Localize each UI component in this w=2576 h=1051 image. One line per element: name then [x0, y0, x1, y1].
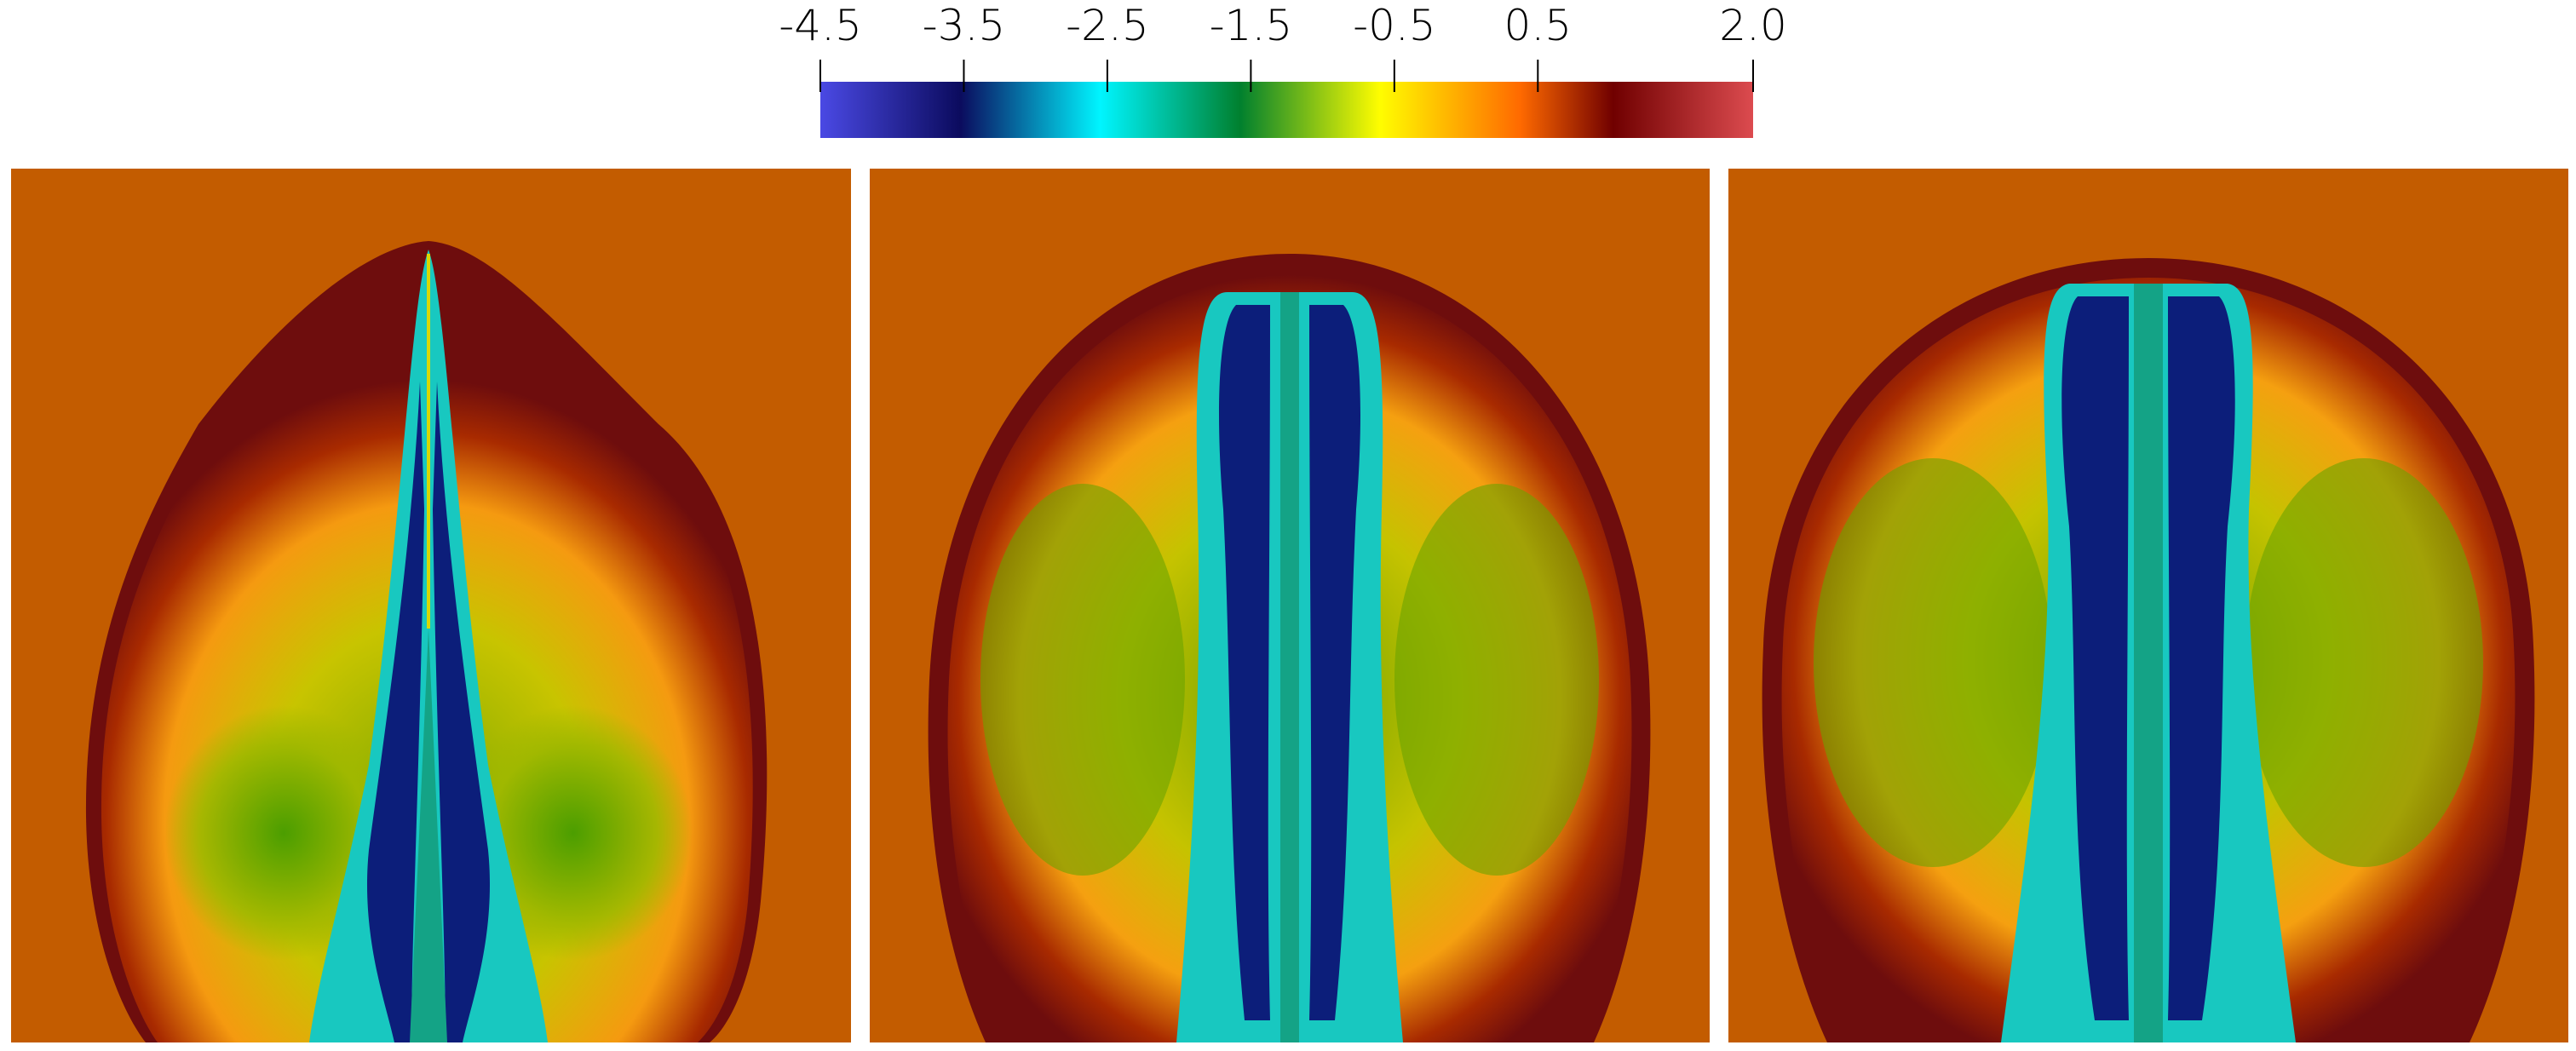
jet-dark-left [1219, 305, 1270, 1020]
colorbar: -4.5 -3.5 -2.5 -1.5 -0.5 0.5 2.0 [779, 1, 1787, 138]
green-lobe-right [1394, 484, 1599, 876]
jet-dark-right [433, 382, 491, 1042]
colorbar-tick-label: -4.5 [779, 1, 862, 50]
jet-core [410, 629, 447, 1042]
colorbar-tick-label: -0.5 [1353, 1, 1436, 50]
green-lobe-right [2245, 458, 2483, 867]
colorbar-tick-label: -2.5 [1066, 1, 1149, 50]
colorbar-gradient [820, 82, 1753, 138]
panel-2 [870, 169, 1710, 1042]
colorbar-tick-label: -3.5 [923, 1, 1006, 50]
panel-1 [11, 169, 851, 1042]
jet-core [2134, 284, 2163, 1042]
jet-dark-right [2168, 296, 2235, 1020]
green-lobe-left [980, 484, 1185, 876]
colorbar-tick-label: -1.5 [1210, 1, 1293, 50]
panel-3 [1728, 169, 2568, 1042]
jet-dark-left [366, 382, 424, 1042]
jet-dark-left [2061, 296, 2129, 1020]
green-lobe-left [1814, 458, 2052, 867]
jet-dark-right [1309, 305, 1360, 1020]
jet-core [1280, 292, 1299, 1042]
colorbar-tick-label: 0.5 [1504, 1, 1573, 50]
colorbar-tick-label: 2.0 [1719, 1, 1787, 50]
